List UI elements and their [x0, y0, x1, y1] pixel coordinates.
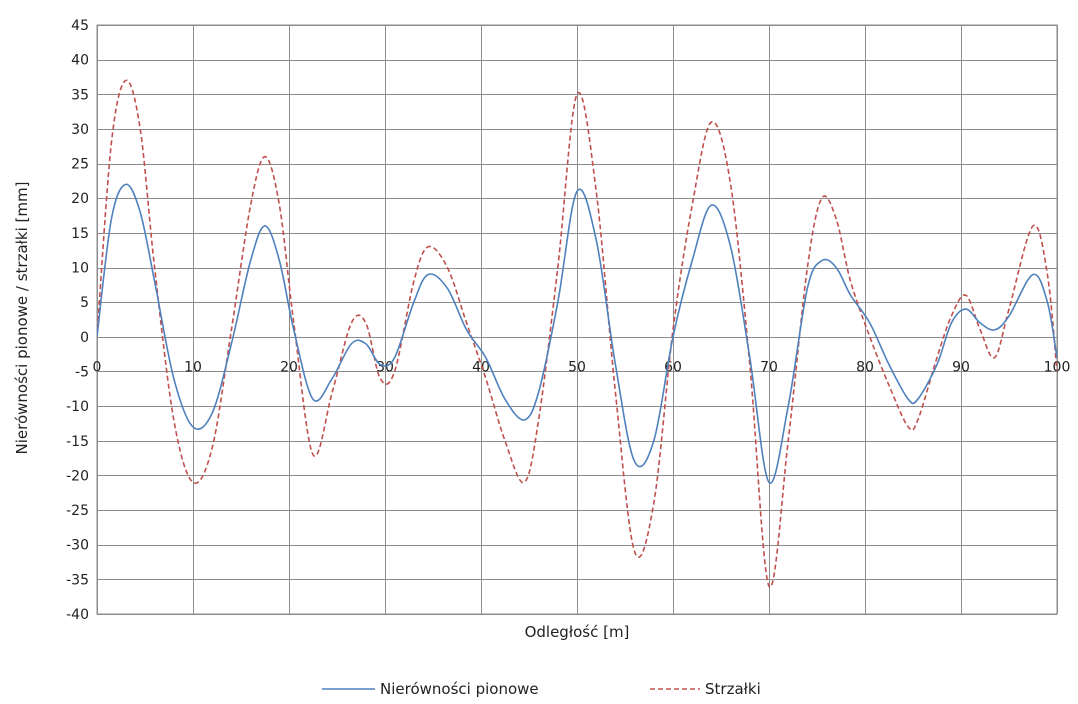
x-tick-label: 70 [760, 359, 778, 375]
y-tick-label: -35 [66, 572, 89, 588]
chart-grid [96, 24, 1058, 615]
y-tick-label: -25 [66, 503, 89, 519]
y-tick-label: -30 [66, 538, 89, 554]
legend-label: Strzałki [705, 680, 761, 698]
chart-legend: Nierówności pionowe Strzałki [322, 680, 761, 698]
x-tick-label: 0 [93, 359, 102, 375]
y-tick-label: -20 [66, 468, 89, 484]
series-line-nierownosci-pionowe [97, 183, 1057, 484]
y-tick-label: 15 [71, 226, 89, 242]
x-tick-label: 40 [472, 359, 490, 375]
y-tick-label: -40 [66, 607, 89, 623]
x-tick-label: 50 [568, 359, 586, 375]
y-axis-ticks: 45 40 35 30 25 20 15 10 5 0 -5 -10 -15 -20 -25 -30 -35 -4… [66, 18, 89, 623]
x-tick-label: 20 [280, 359, 298, 375]
x-axis-ticks: 0 10 20 30 40 50 60 70 80 90 100 [93, 359, 1071, 375]
y-tick-label: 0 [80, 330, 89, 346]
y-tick-label: 25 [71, 157, 89, 173]
y-tick-label: -5 [75, 364, 89, 380]
x-tick-label: 80 [856, 359, 874, 375]
y-tick-label: 40 [71, 53, 89, 69]
x-tick-label: 90 [952, 359, 970, 375]
chart-series [97, 79, 1057, 589]
y-axis-title: Nierówności pionowe / strzałki [mm] [13, 182, 31, 455]
y-tick-label: 35 [71, 87, 89, 103]
legend-label: Nierówności pionowe [380, 680, 539, 698]
y-tick-label: 10 [71, 261, 89, 277]
x-tick-label: 100 [1044, 359, 1071, 375]
y-tick-label: 45 [71, 18, 89, 34]
y-tick-label: -15 [66, 434, 89, 450]
y-tick-label: -10 [66, 399, 89, 415]
y-tick-label: 20 [71, 191, 89, 207]
x-axis-title: Odległość [m] [525, 623, 630, 641]
x-tick-label: 10 [184, 359, 202, 375]
y-tick-label: 5 [80, 295, 89, 311]
y-tick-label: 30 [71, 122, 89, 138]
